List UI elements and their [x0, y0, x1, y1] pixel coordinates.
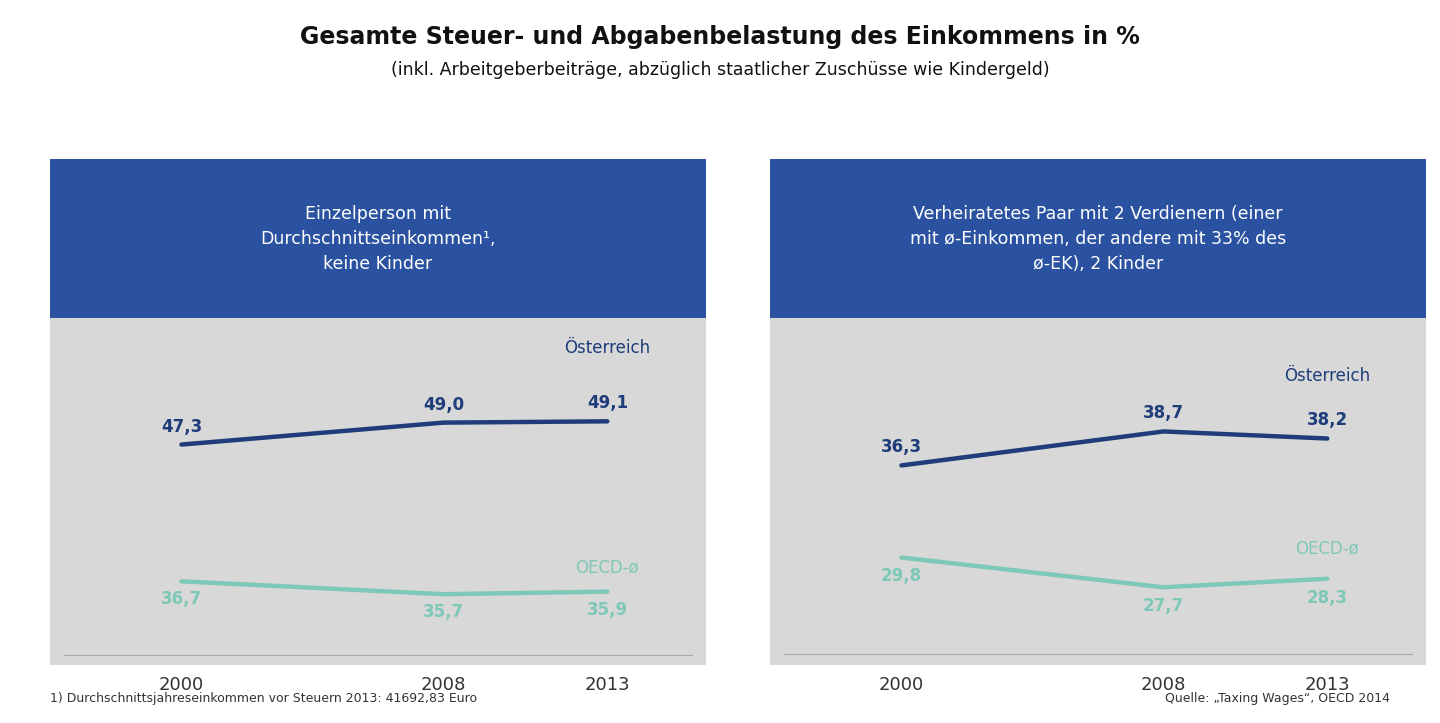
Text: 36,7: 36,7 — [161, 591, 202, 608]
Text: 36,3: 36,3 — [881, 437, 922, 455]
Text: 27,7: 27,7 — [1143, 597, 1184, 615]
Text: 35,7: 35,7 — [423, 603, 464, 621]
Text: Verheiratetes Paar mit 2 Verdienern (einer
mit ø-Einkommen, der andere mit 33% d: Verheiratetes Paar mit 2 Verdienern (ein… — [910, 205, 1286, 273]
Text: 38,7: 38,7 — [1143, 403, 1184, 422]
Text: 47,3: 47,3 — [161, 417, 202, 435]
Text: 28,3: 28,3 — [1306, 589, 1348, 607]
Text: (inkl. Arbeitgeberbeiträge, abzüglich staatlicher Zuschüsse wie Kindergeld): (inkl. Arbeitgeberbeiträge, abzüglich st… — [390, 61, 1050, 80]
Text: 1) Durchschnittsjahreseinkommen vor Steuern 2013: 41692,83 Euro: 1) Durchschnittsjahreseinkommen vor Steu… — [50, 692, 478, 705]
Text: 38,2: 38,2 — [1306, 411, 1348, 429]
Text: 49,0: 49,0 — [423, 395, 464, 414]
Text: 35,9: 35,9 — [586, 601, 628, 619]
Text: 49,1: 49,1 — [586, 394, 628, 412]
Text: OECD-ø: OECD-ø — [576, 558, 639, 576]
Text: 29,8: 29,8 — [881, 568, 922, 586]
Text: Gesamte Steuer- und Abgabenbelastung des Einkommens in %: Gesamte Steuer- und Abgabenbelastung des… — [300, 25, 1140, 49]
Text: Österreich: Österreich — [1284, 367, 1371, 385]
Text: Quelle: „Taxing Wages“, OECD 2014: Quelle: „Taxing Wages“, OECD 2014 — [1165, 692, 1390, 705]
Text: OECD-ø: OECD-ø — [1296, 539, 1359, 557]
Text: Österreich: Österreich — [564, 339, 651, 357]
Text: Einzelperson mit
Durchschnittseinkommen¹,
keine Kinder: Einzelperson mit Durchschnittseinkommen¹… — [261, 205, 495, 273]
